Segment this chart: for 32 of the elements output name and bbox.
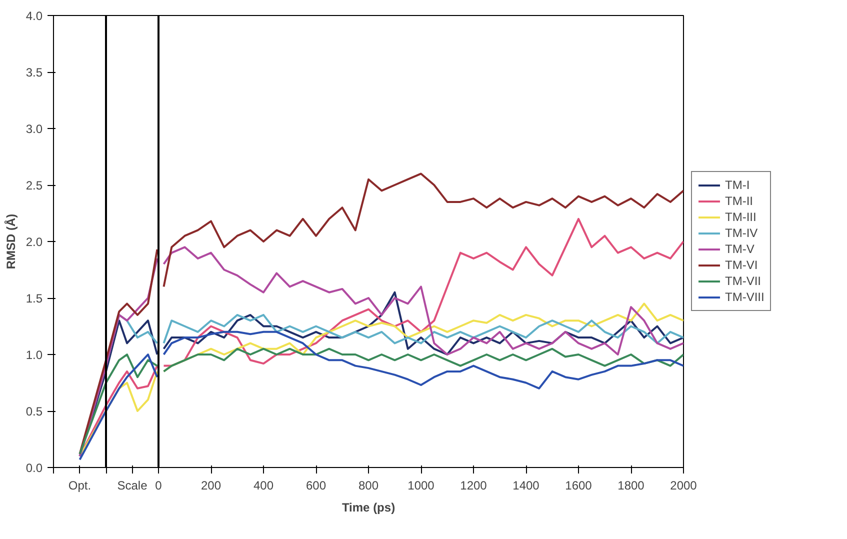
x-tick-label: Opt.	[68, 478, 92, 492]
x-tick-label: 400	[253, 478, 274, 492]
x-axis-title: Time (ps)	[342, 500, 396, 514]
x-tick-label: 2000	[670, 478, 698, 492]
x-tick-label: Scale	[117, 478, 148, 492]
x-tick-label: 1200	[460, 478, 488, 492]
x-tick-label: 200	[200, 478, 222, 492]
y-tick-label: 3.0	[26, 122, 43, 136]
legend-label: TM-II	[725, 194, 753, 208]
y-tick-label: 0.0	[26, 461, 43, 475]
y-tick-label: 4.0	[26, 9, 43, 23]
x-tick-label: 1600	[565, 478, 592, 492]
y-tick-label: 0.5	[26, 404, 43, 418]
x-tick-label: 600	[306, 478, 326, 492]
y-tick-label: 2.5	[26, 178, 43, 192]
legend-label: TM-III	[725, 210, 756, 224]
y-axis-title: RMSD (Å)	[4, 214, 18, 270]
y-tick-label: 3.5	[26, 66, 43, 80]
legend-label: TM-I	[725, 178, 750, 192]
legend-label: TM-VII	[725, 274, 761, 288]
y-tick-label: 1.5	[26, 292, 43, 306]
x-tick-label: 800	[358, 478, 379, 492]
y-tick-label: 2.0	[26, 235, 43, 249]
legend-label: TM-V	[725, 242, 754, 256]
x-tick-label: 1000	[408, 478, 435, 492]
x-tick-label: 1800	[618, 478, 645, 492]
legend-label: TM-VIII	[725, 290, 764, 304]
legend-label: TM-IV	[725, 226, 758, 240]
x-tick-label: 0	[155, 478, 162, 492]
y-tick-label: 1.0	[26, 348, 43, 362]
x-tick-label: 1400	[512, 478, 540, 492]
legend-label: TM-VI	[725, 258, 758, 272]
